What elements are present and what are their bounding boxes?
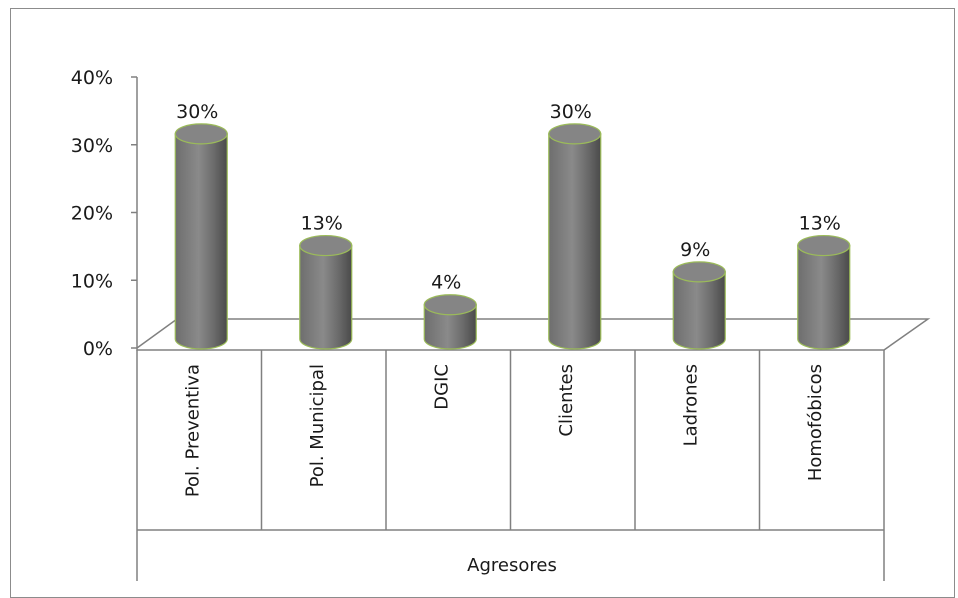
bar-top [299, 234, 353, 257]
bar [548, 123, 602, 350]
bar-top [672, 261, 726, 283]
category-dividers [260, 350, 761, 530]
data-label: 30% [550, 101, 592, 123]
bars [174, 123, 851, 350]
category-label: Homofóbicos [805, 364, 826, 481]
data-label: 9% [680, 239, 710, 261]
bar-top [423, 294, 477, 316]
bar-body [797, 244, 851, 350]
bar-top [174, 123, 228, 145]
data-labels: 30% 13% 4% 30% 9% 13% [176, 101, 841, 294]
data-label: 13% [799, 213, 841, 235]
category-labels: Pol. Preventiva Pol. Municipal DGIC Cliente… [182, 364, 826, 497]
bar [672, 261, 726, 350]
bar-body [672, 271, 726, 350]
bar [797, 234, 851, 350]
bar-top [797, 234, 851, 257]
y-tick-label: 0% [83, 338, 113, 360]
category-label: Pol. Municipal [307, 364, 328, 487]
category-label: DGIC [431, 364, 452, 410]
bar-body [299, 244, 353, 350]
y-tick-label: 10% [71, 270, 113, 292]
bar-body [423, 304, 477, 350]
chart-floor [136, 318, 931, 351]
bar-body [174, 133, 228, 350]
y-tick-label: 40% [71, 67, 113, 89]
y-axis-ticks: 0% 10% 20% 30% 40% [71, 67, 137, 360]
y-tick-label: 20% [71, 203, 113, 225]
x-axis-title: Agresores [467, 555, 557, 576]
y-tick-label: 30% [71, 135, 113, 157]
data-label: 4% [431, 272, 461, 294]
bar [174, 123, 228, 350]
data-label: 13% [301, 213, 343, 235]
category-label: Ladrones [680, 364, 701, 446]
bar-chart: 0% 10% 20% 30% 40% 30% 13% 4% 30% 9% 13% Pol. Pre… [71, 67, 931, 581]
bar [299, 234, 353, 350]
bar-top [548, 123, 602, 145]
bar [423, 294, 477, 350]
data-label: 30% [176, 101, 218, 123]
category-label: Pol. Preventiva [182, 364, 203, 497]
bar-body [548, 133, 602, 350]
category-label: Clientes [556, 364, 577, 437]
